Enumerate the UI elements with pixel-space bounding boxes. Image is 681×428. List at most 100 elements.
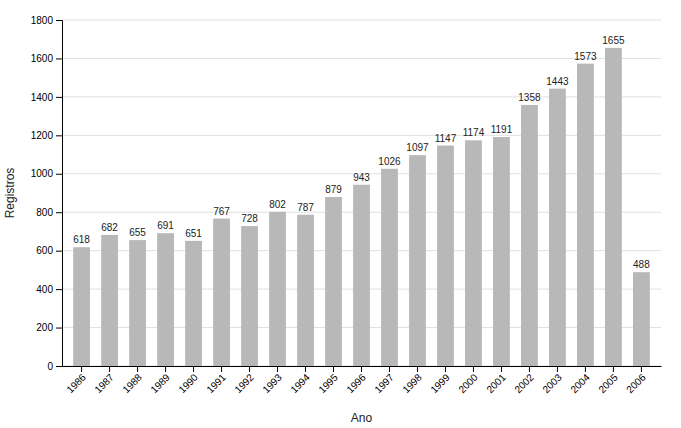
y-tick: 600: [36, 245, 62, 256]
x-tick-mark: [165, 366, 166, 372]
y-tick-label: 800: [36, 207, 53, 218]
y-tick: 1200: [31, 130, 62, 141]
x-tick-label: 1988: [120, 371, 144, 395]
bar: [465, 140, 482, 366]
y-tick-label: 400: [36, 284, 53, 295]
y-tick-mark: [56, 20, 62, 21]
bar: [437, 146, 454, 366]
x-tick-mark: [249, 366, 250, 372]
x-tick: 2005: [596, 366, 620, 395]
y-tick: 1400: [31, 92, 62, 103]
x-tick: 1995: [316, 366, 340, 395]
x-tick-mark: [445, 366, 446, 372]
data-label: 618: [73, 234, 90, 245]
x-tick-label: 1993: [260, 371, 284, 395]
bar: [521, 105, 538, 366]
x-tick-label: 2006: [624, 371, 648, 395]
bar: [213, 219, 230, 366]
x-tick-label: 1990: [176, 371, 200, 395]
x-tick-label: 1998: [400, 371, 424, 395]
y-axis-line: [56, 21, 63, 367]
x-tick-mark: [501, 366, 502, 372]
x-tick-label: 2005: [596, 371, 620, 395]
x-tick-label: 1987: [92, 371, 116, 395]
x-tick-mark: [641, 366, 642, 372]
x-tick: 2002: [512, 366, 536, 395]
y-tick-mark: [56, 97, 62, 98]
bar: [633, 272, 650, 366]
bar: [269, 212, 286, 366]
x-tick-label: 2000: [456, 371, 480, 395]
x-axis-title: Ano: [351, 411, 373, 425]
x-tick-label: 1997: [372, 371, 396, 395]
y-tick-label: 1800: [31, 15, 54, 26]
grid-line: [62, 58, 661, 59]
data-label: 488: [633, 259, 650, 270]
x-tick: 1986: [64, 366, 88, 395]
y-tick-label: 1200: [31, 130, 54, 141]
y-tick: 800: [36, 207, 62, 218]
x-tick-label: 1996: [344, 371, 368, 395]
bars: [73, 48, 650, 366]
y-axis: 020040060080010001200140016001800: [31, 15, 63, 372]
x-tick: 1990: [176, 366, 200, 395]
x-tick: 1987: [92, 366, 116, 395]
x-tick: 1999: [428, 366, 452, 395]
data-label: 728: [241, 213, 258, 224]
data-label: 1655: [602, 35, 625, 46]
x-tick: 1993: [260, 366, 284, 395]
data-label: 1097: [406, 142, 429, 153]
y-tick-mark: [56, 212, 62, 213]
chart: 6186826556916517677288027878799431026109…: [0, 0, 681, 428]
bar: [297, 215, 314, 366]
data-label: 655: [129, 227, 146, 238]
x-tick-label: 2001: [484, 371, 508, 395]
data-label: 943: [353, 172, 370, 183]
bar: [241, 226, 258, 366]
bar: [577, 64, 594, 366]
data-label: 1358: [518, 92, 541, 103]
y-tick-label: 1600: [31, 53, 54, 64]
y-tick-mark: [56, 366, 62, 367]
x-tick-mark: [417, 366, 418, 372]
y-tick-mark: [56, 135, 62, 136]
bar: [381, 169, 398, 366]
x-tick-label: 1999: [428, 371, 452, 395]
x-tick-label: 1986: [64, 371, 88, 395]
x-tick-mark: [333, 366, 334, 372]
x-tick-mark: [529, 366, 530, 372]
grid-line: [62, 96, 661, 97]
bar: [129, 240, 146, 366]
y-tick-mark: [56, 289, 62, 290]
x-tick-label: 2002: [512, 371, 536, 395]
bar: [185, 241, 202, 366]
y-tick: 0: [47, 361, 62, 372]
y-tick: 1000: [31, 168, 62, 179]
bar: [409, 155, 426, 366]
x-tick-mark: [221, 366, 222, 372]
data-label: 682: [101, 222, 118, 233]
data-label: 802: [269, 199, 286, 210]
bar: [101, 235, 118, 366]
x-axis: 1986198719881989199019911992199319941995…: [63, 366, 662, 395]
x-tick-mark: [305, 366, 306, 372]
x-tick: 2006: [624, 366, 648, 395]
data-label: 1573: [574, 51, 597, 62]
x-tick-mark: [109, 366, 110, 372]
data-label: 651: [185, 228, 202, 239]
y-tick: 400: [36, 284, 62, 295]
x-tick-mark: [389, 366, 390, 372]
y-tick-mark: [56, 328, 62, 329]
y-tick-mark: [56, 174, 62, 175]
y-tick-label: 1400: [31, 92, 54, 103]
x-tick: 2001: [484, 366, 508, 395]
data-label: 787: [297, 202, 314, 213]
y-tick-label: 0: [47, 361, 53, 372]
bar: [605, 48, 622, 366]
y-tick-mark: [56, 58, 62, 59]
data-label: 1147: [435, 133, 457, 144]
plot: 6186826556916517677288027878799431026109…: [31, 15, 662, 395]
grid-line: [62, 135, 661, 136]
x-tick-mark: [585, 366, 586, 372]
x-tick-label: 2004: [568, 371, 592, 395]
